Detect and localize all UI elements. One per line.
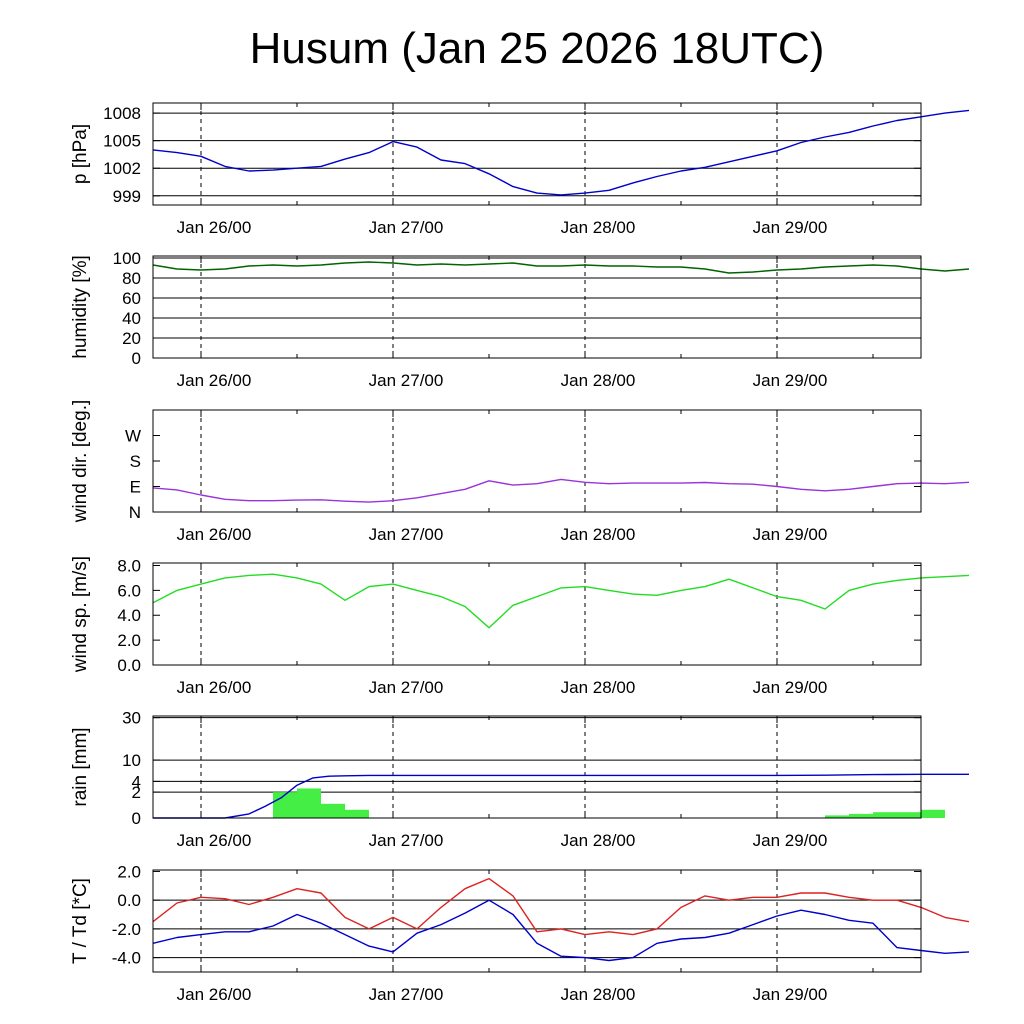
ytick-label-rain-2: 4 — [132, 772, 141, 791]
date-label-rain-1: Jan 27/00 — [369, 831, 444, 850]
ytick-label-humidity-1: 20 — [122, 329, 141, 348]
ylabel-pressure: p [hPa] — [70, 124, 91, 184]
ytick-label-wind_speed-1: 2.0 — [117, 631, 141, 650]
panel-wind_speed: 0.0 2.0 4.0 6.0 8.0 Jan 26/00 Jan 27/00 Jan 28/… — [70, 556, 970, 697]
date-label-wind_dir-0: Jan 26/00 — [177, 525, 252, 544]
date-label-pressure-2: Jan 28/00 — [561, 218, 636, 237]
ytick-label-wind_dir-2: S — [130, 452, 141, 471]
series-line-dewpoint — [152, 899, 970, 962]
date-label-wind_dir-2: Jan 28/00 — [561, 525, 636, 544]
date-label-wind_speed-2: Jan 28/00 — [561, 678, 636, 697]
date-label-pressure-1: Jan 27/00 — [369, 218, 444, 237]
ytick-label-rain-3: 10 — [122, 751, 141, 770]
series-line-temperature — [152, 877, 970, 936]
date-label-pressure-0: Jan 26/00 — [177, 218, 252, 237]
ytick-label-wind_dir-0: N — [129, 503, 141, 522]
date-label-wind_speed-1: Jan 27/00 — [369, 678, 444, 697]
rain-bar-1 — [297, 788, 321, 818]
ytick-label-rain-1: 2 — [132, 783, 141, 802]
ytick-label-humidity-5: 100 — [113, 249, 141, 268]
ylabel-temperature: T / Td [*C] — [70, 878, 91, 964]
rain-bar-6 — [873, 812, 897, 818]
date-label-rain-0: Jan 26/00 — [177, 831, 252, 850]
ylabel-humidity: humidity [%] — [70, 255, 91, 358]
series-line-rain_cum — [153, 773, 969, 819]
rain-bar-3 — [345, 809, 369, 818]
ytick-label-wind_speed-2: 4.0 — [117, 606, 141, 625]
date-label-temperature-0: Jan 26/00 — [177, 985, 252, 1004]
panel-rain: 0 24 10 30 Jan 26/00 Jan 27/00 Jan 28/00 Jan 29… — [70, 709, 969, 850]
date-label-temperature-3: Jan 29/00 — [753, 985, 828, 1004]
date-label-wind_dir-1: Jan 27/00 — [369, 525, 444, 544]
plot-frame-wind_dir — [152, 409, 922, 513]
date-label-humidity-3: Jan 29/00 — [753, 371, 828, 390]
ytick-label-humidity-2: 40 — [122, 309, 141, 328]
ytick-label-temperature-3: 2.0 — [117, 862, 141, 881]
ytick-label-wind_speed-0: 0.0 — [117, 656, 141, 675]
ytick-label-wind_speed-3: 6.0 — [117, 581, 141, 600]
ytick-label-wind_speed-4: 8.0 — [117, 556, 141, 575]
ytick-label-temperature-1: -2.0 — [112, 920, 141, 939]
rain-bar-7 — [897, 812, 921, 818]
date-label-humidity-2: Jan 28/00 — [561, 371, 636, 390]
ylabel-rain: rain [mm] — [70, 727, 91, 806]
plot-frame-temperature — [152, 869, 922, 973]
series-line-wind_dir — [152, 478, 970, 503]
date-label-rain-3: Jan 29/00 — [753, 831, 828, 850]
rain-bar-5 — [849, 813, 873, 818]
rain-bar-0 — [273, 792, 297, 818]
panel-pressure: 999 1002 1005 1008 Jan 26/00 Jan 27/00 Jan 28/… — [70, 102, 970, 237]
date-label-wind_dir-3: Jan 29/00 — [753, 525, 828, 544]
ytick-label-rain-0: 0 — [132, 809, 141, 828]
rain-bar-8 — [921, 809, 945, 818]
series-line-wind_speed — [152, 573, 970, 629]
plot-frame-rain — [152, 715, 922, 819]
date-label-humidity-1: Jan 27/00 — [369, 371, 444, 390]
date-label-rain-2: Jan 28/00 — [561, 831, 636, 850]
ytick-label-humidity-0: 0 — [132, 349, 141, 368]
ytick-label-rain-4: 30 — [122, 709, 141, 728]
ylabel-wind_dir: wind dir. [deg.] — [70, 400, 91, 524]
ytick-label-pressure-3: 1008 — [103, 104, 141, 123]
series-line-humidity — [152, 261, 970, 274]
plot-frame-wind_speed — [152, 562, 922, 666]
ytick-label-wind_dir-1: E — [130, 478, 141, 497]
date-label-wind_speed-0: Jan 26/00 — [177, 678, 252, 697]
ytick-label-pressure-0: 999 — [113, 187, 141, 206]
date-label-wind_speed-3: Jan 29/00 — [753, 678, 828, 697]
date-label-temperature-2: Jan 28/00 — [561, 985, 636, 1004]
date-label-humidity-0: Jan 26/00 — [177, 371, 252, 390]
date-label-pressure-3: Jan 29/00 — [753, 218, 828, 237]
series-line-pressure — [152, 109, 970, 196]
rain-bar-4 — [825, 815, 849, 818]
plot-frame-humidity — [152, 255, 922, 359]
ytick-label-humidity-3: 60 — [122, 289, 141, 308]
ytick-label-wind_dir-3: W — [125, 427, 141, 446]
ytick-label-pressure-1: 1002 — [103, 159, 141, 178]
date-label-temperature-1: Jan 27/00 — [369, 985, 444, 1004]
chart-title: Husum (Jan 25 2026 18UTC) — [249, 24, 825, 73]
ytick-label-pressure-2: 1005 — [103, 132, 141, 151]
panel-temperature: -4.0 -2.0 0.0 2.0 Jan 26/00 Jan 27/00 Jan 28/0… — [70, 862, 970, 1004]
ytick-label-humidity-4: 80 — [122, 269, 141, 288]
ylabel-wind_speed: wind sp. [m/s] — [70, 556, 91, 673]
ytick-label-temperature-0: -4.0 — [112, 949, 141, 968]
rain-bar-2 — [321, 803, 345, 818]
ytick-label-temperature-2: 0.0 — [117, 891, 141, 910]
plot-frame-pressure — [152, 102, 922, 206]
